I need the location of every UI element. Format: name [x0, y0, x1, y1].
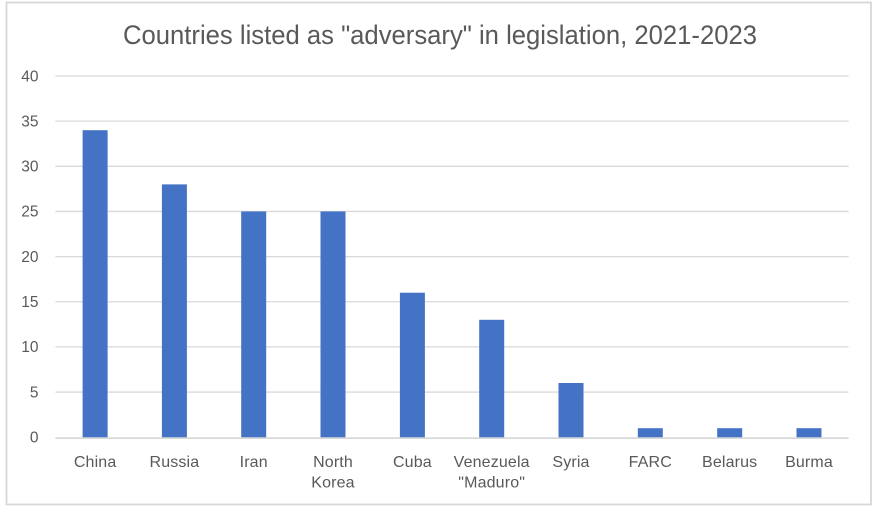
svg-text:Syria: Syria — [552, 454, 589, 471]
svg-text:20: 20 — [21, 249, 39, 266]
svg-text:Burma: Burma — [785, 454, 833, 471]
svg-text:Venezuela: Venezuela — [454, 454, 530, 471]
svg-text:Cuba: Cuba — [393, 454, 432, 471]
svg-text:30: 30 — [21, 159, 39, 176]
svg-text:Iran: Iran — [240, 454, 268, 471]
svg-text:35: 35 — [21, 113, 38, 130]
svg-text:Russia: Russia — [149, 454, 199, 471]
svg-text:Countries listed as "adversary: Countries listed as "adversary" in legis… — [123, 20, 757, 50]
svg-text:FARC: FARC — [629, 454, 672, 471]
svg-text:10: 10 — [21, 339, 39, 356]
svg-text:"Maduro": "Maduro" — [458, 474, 525, 491]
svg-text:Belarus: Belarus — [702, 454, 757, 471]
svg-text:15: 15 — [21, 294, 38, 311]
svg-text:5: 5 — [30, 384, 39, 401]
svg-text:25: 25 — [21, 204, 38, 221]
svg-text:North: North — [313, 454, 353, 471]
svg-text:0: 0 — [30, 430, 39, 447]
svg-text:40: 40 — [21, 68, 39, 85]
svg-text:Korea: Korea — [311, 474, 354, 491]
svg-text:China: China — [74, 454, 117, 471]
